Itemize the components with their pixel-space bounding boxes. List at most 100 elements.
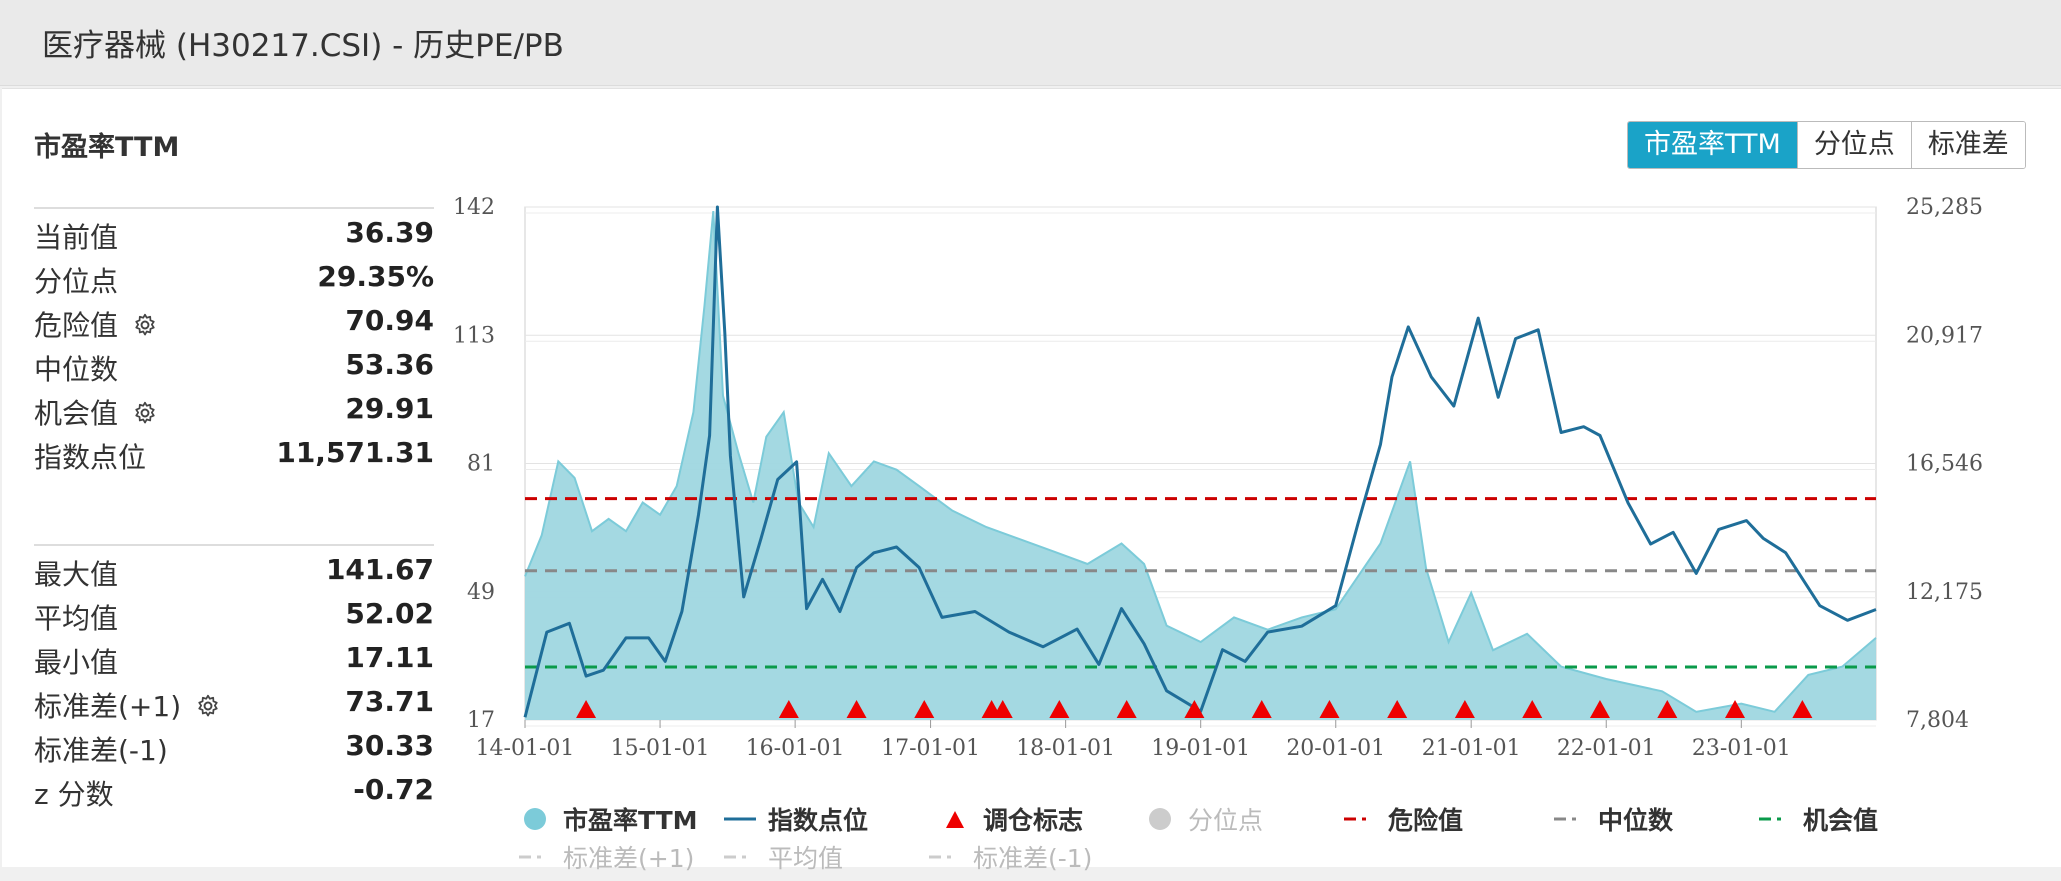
stat-row-median: 中位数 53.36 [34,341,434,386]
legend-circle-icon [524,808,546,830]
stat-row-mean: 平均值 52.02 [34,590,434,635]
stat-value: 52.02 [345,597,434,630]
stat-value: 29.91 [345,392,434,425]
stat-value: 36.39 [345,216,434,249]
rebalance-marker [1792,700,1813,718]
legend-label: 指数点位 [768,806,869,835]
rebalance-marker [1454,700,1475,718]
current-stats: 当前值 36.39 分位点 29.35% 危险值 70.94 中位数 53.36 机会值… [34,207,434,474]
rebalance-marker [1116,700,1137,718]
stat-row-percentile: 分位点 29.35% [34,253,434,298]
stat-row-std-minus: 标准差(-1) 30.33 [34,722,434,767]
index-line [523,205,1877,718]
legend-label: 调仓标志 [983,806,1084,835]
legend-label: 机会值 [1803,806,1879,835]
chart-legend: 市盈率TTM 指数点位 调仓标志 分位点 危险值 中位数 机会值标准差(+1) 平均值 标准差(… [517,801,2007,881]
legend-item[interactable]: 分位点 [1142,801,1263,837]
legend-item[interactable]: 调仓标志 [937,801,1083,837]
rebalance-marker [1522,700,1543,718]
stat-row-min: 最小值 17.11 [34,634,434,679]
legend-label: 中位数 [1598,806,1674,835]
legend-item[interactable]: 指数点位 [722,801,868,837]
stat-row-index: 指数点位 11,571.31 [34,429,434,474]
tab-percentile[interactable]: 分位点 [1796,122,1911,168]
legend-item[interactable]: 机会值 [1757,801,1878,837]
legend-dash-icon [519,855,541,859]
stat-label-text: 机会值 [34,397,119,430]
legend-triangle-icon [946,811,964,828]
stat-label: z 分数 [34,778,114,811]
x-tick-label: 19-01-01 [1151,736,1250,761]
stat-label-text: 标准差(+1) [34,690,182,723]
summary-stats: 最大值 141.67 平均值 52.02 最小值 17.11 标准差(+1) 73.71… [34,544,434,811]
legend-label: 标准差(-1) [973,844,1093,873]
stat-value: 70.94 [345,304,434,337]
tab-std-dev[interactable]: 标准差 [1910,122,2025,168]
rebalance-marker [1387,700,1408,718]
stat-row-opportunity: 机会值 29.91 [34,385,434,432]
legend-item[interactable]: 危险值 [1342,801,1463,837]
y-left-tick-label: 113 [453,323,495,348]
legend-line-icon [724,817,756,821]
y-right-tick-label: 7,804 [1906,708,1969,733]
y-left-tick-label: 49 [467,580,495,605]
tab-pe-ttm[interactable]: 市盈率TTM [1628,122,1797,168]
rebalance-marker [778,700,799,718]
stat-row-max: 最大值 141.67 [34,546,434,591]
rebalance-marker [1725,700,1746,718]
section-title: 市盈率TTM [34,132,180,163]
title-bar: 医疗器械 (H30217.CSI) - 历史PE/PB [0,0,2061,86]
stat-label: 机会值 [34,392,158,432]
rebalance-marker [1184,700,1205,718]
stat-label: 指数点位 [34,441,147,474]
legend-circle-icon [1149,808,1171,830]
rebalance-marker [1589,700,1610,718]
gear-icon[interactable] [132,312,158,338]
legend-item[interactable]: 中位数 [1552,801,1673,837]
pe-line [524,211,1877,713]
stat-value: 17.11 [345,641,434,674]
legend-label: 平均值 [768,844,844,873]
stat-value: 30.33 [345,729,434,762]
rebalance-marker [992,700,1013,718]
legend-label: 标准差(+1) [563,844,695,873]
stat-row-current: 当前值 36.39 [34,209,434,254]
legend-item[interactable]: 平均值 [722,839,843,875]
gear-icon[interactable] [195,693,221,719]
stat-value: -0.72 [353,773,434,806]
x-tick-label: 15-01-01 [611,736,710,761]
legend-dash-icon [724,855,746,859]
y-right-tick-label: 16,546 [1906,452,1983,477]
x-tick-label: 21-01-01 [1422,736,1521,761]
x-tick-label: 20-01-01 [1286,736,1385,761]
x-tick-label: 18-01-01 [1016,736,1115,761]
stat-label: 标准差(-1) [34,734,168,767]
stat-row-zscore: z 分数 -0.72 [34,766,434,811]
pe-area [525,211,1876,720]
rebalance-marker [1657,700,1678,718]
stat-row-std-plus: 标准差(+1) 73.71 [34,678,434,723]
stat-label: 最小值 [34,646,119,679]
legend-dash-icon [929,855,951,859]
stat-label: 当前值 [34,221,119,254]
rebalance-marker [576,700,597,718]
legend-label: 分位点 [1188,806,1264,835]
stat-label: 中位数 [34,353,119,386]
x-tick-label: 14-01-01 [476,736,575,761]
pe-chart: 142 25,285 113 20,917 81 16,546 49 12,175 17 7,80… [453,195,1983,761]
rebalance-marker [914,700,935,718]
legend-dash-icon [1554,817,1576,821]
legend-item[interactable]: 标准差(-1) [927,839,1092,875]
x-tick-label: 16-01-01 [746,736,845,761]
rebalance-marker [1251,700,1272,718]
legend-item[interactable]: 标准差(+1) [517,839,694,875]
x-tick-label: 17-01-01 [881,736,980,761]
y-right-tick-label: 20,917 [1906,323,1983,348]
stat-value: 73.71 [345,685,434,718]
gear-icon[interactable] [132,400,158,426]
stat-label: 分位点 [34,265,119,298]
stat-row-danger: 危险值 70.94 [34,297,434,342]
legend-label: 市盈率TTM [563,806,698,835]
legend-item[interactable]: 市盈率TTM [517,801,698,837]
legend-dash-icon [1759,817,1781,821]
